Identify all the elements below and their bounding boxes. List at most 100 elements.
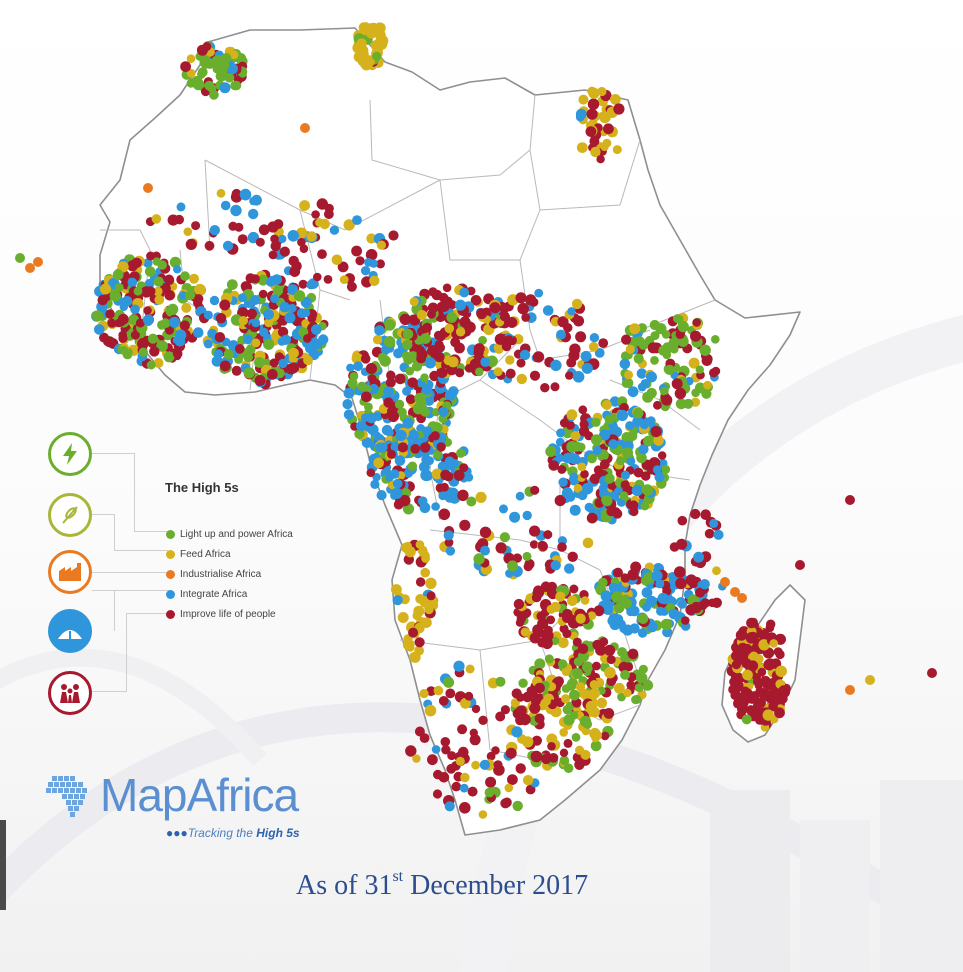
project-point <box>367 424 379 436</box>
project-point <box>33 257 43 267</box>
project-point <box>608 439 619 449</box>
project-point <box>383 386 394 398</box>
project-point <box>627 430 638 442</box>
project-point <box>388 230 399 241</box>
project-point <box>690 508 701 520</box>
project-point <box>592 661 601 671</box>
project-point <box>518 678 528 688</box>
project-point <box>183 227 193 236</box>
project-point <box>634 683 644 693</box>
project-point <box>231 188 242 199</box>
project-point <box>422 426 433 437</box>
project-point <box>391 487 403 499</box>
project-point <box>405 745 417 757</box>
project-point <box>412 610 422 621</box>
project-point <box>374 22 386 34</box>
project-point <box>507 774 518 785</box>
project-point <box>512 800 523 812</box>
project-point <box>424 357 436 369</box>
project-point <box>455 368 465 378</box>
project-point <box>480 357 491 367</box>
project-point <box>476 308 488 320</box>
project-point <box>407 377 418 388</box>
project-point <box>845 495 855 505</box>
project-point <box>368 383 379 395</box>
project-point <box>674 387 687 400</box>
project-point <box>323 275 333 284</box>
project-point <box>495 676 506 687</box>
brand-name-map: Map <box>100 769 187 821</box>
project-point <box>741 658 752 669</box>
project-point <box>485 776 497 788</box>
project-point <box>465 664 475 674</box>
project-point <box>309 338 320 350</box>
project-point <box>639 419 650 430</box>
project-point <box>471 760 480 770</box>
project-point <box>220 200 231 211</box>
project-point <box>387 449 396 459</box>
legend-dot <box>166 609 175 619</box>
project-point <box>521 610 530 619</box>
project-point <box>529 540 539 549</box>
project-point <box>677 599 688 609</box>
project-point <box>149 346 160 357</box>
project-point <box>431 422 443 434</box>
project-point <box>620 470 630 480</box>
project-point <box>421 384 433 395</box>
project-point <box>431 468 443 480</box>
project-point <box>572 371 585 383</box>
legend-item-feed: Feed Africa <box>166 545 293 565</box>
project-point <box>596 697 608 709</box>
project-point <box>732 684 741 694</box>
bridge-icon <box>48 609 92 653</box>
project-point <box>569 584 579 594</box>
project-point <box>745 705 756 716</box>
project-point <box>566 409 578 421</box>
project-point <box>653 435 664 446</box>
project-point <box>561 684 571 693</box>
project-point <box>546 733 558 745</box>
project-point <box>178 291 188 300</box>
project-point <box>349 372 359 381</box>
project-point <box>394 399 405 409</box>
project-point <box>616 456 625 466</box>
project-point <box>569 453 581 465</box>
project-point <box>675 577 687 590</box>
brand-name-africa: Africa <box>186 769 299 821</box>
project-point <box>430 431 440 441</box>
project-point <box>646 371 657 383</box>
project-point <box>464 691 474 701</box>
project-point <box>571 298 583 310</box>
project-point <box>280 334 292 345</box>
project-point <box>257 274 269 286</box>
project-point <box>541 581 551 591</box>
project-point <box>582 537 594 549</box>
project-point <box>409 297 419 307</box>
project-point <box>711 335 720 344</box>
project-point <box>593 605 605 617</box>
project-point <box>688 357 700 369</box>
project-point <box>585 126 597 137</box>
project-point <box>567 551 578 562</box>
project-point <box>274 352 284 361</box>
project-point <box>376 259 385 269</box>
project-point <box>431 502 440 511</box>
lightning-bolt-icon <box>48 432 92 476</box>
project-point <box>112 269 124 281</box>
project-point <box>762 709 774 721</box>
project-point <box>591 417 601 427</box>
project-point <box>620 670 630 680</box>
project-point <box>175 329 187 341</box>
project-point <box>376 490 387 501</box>
project-point <box>586 108 598 120</box>
project-point <box>367 374 377 383</box>
project-point <box>760 629 770 639</box>
project-point <box>499 504 508 514</box>
project-point <box>478 335 487 345</box>
project-point <box>626 680 635 690</box>
project-point <box>168 316 180 328</box>
project-point <box>243 367 255 379</box>
project-point <box>561 612 573 624</box>
legend-dot <box>166 589 175 599</box>
project-point <box>383 397 394 408</box>
